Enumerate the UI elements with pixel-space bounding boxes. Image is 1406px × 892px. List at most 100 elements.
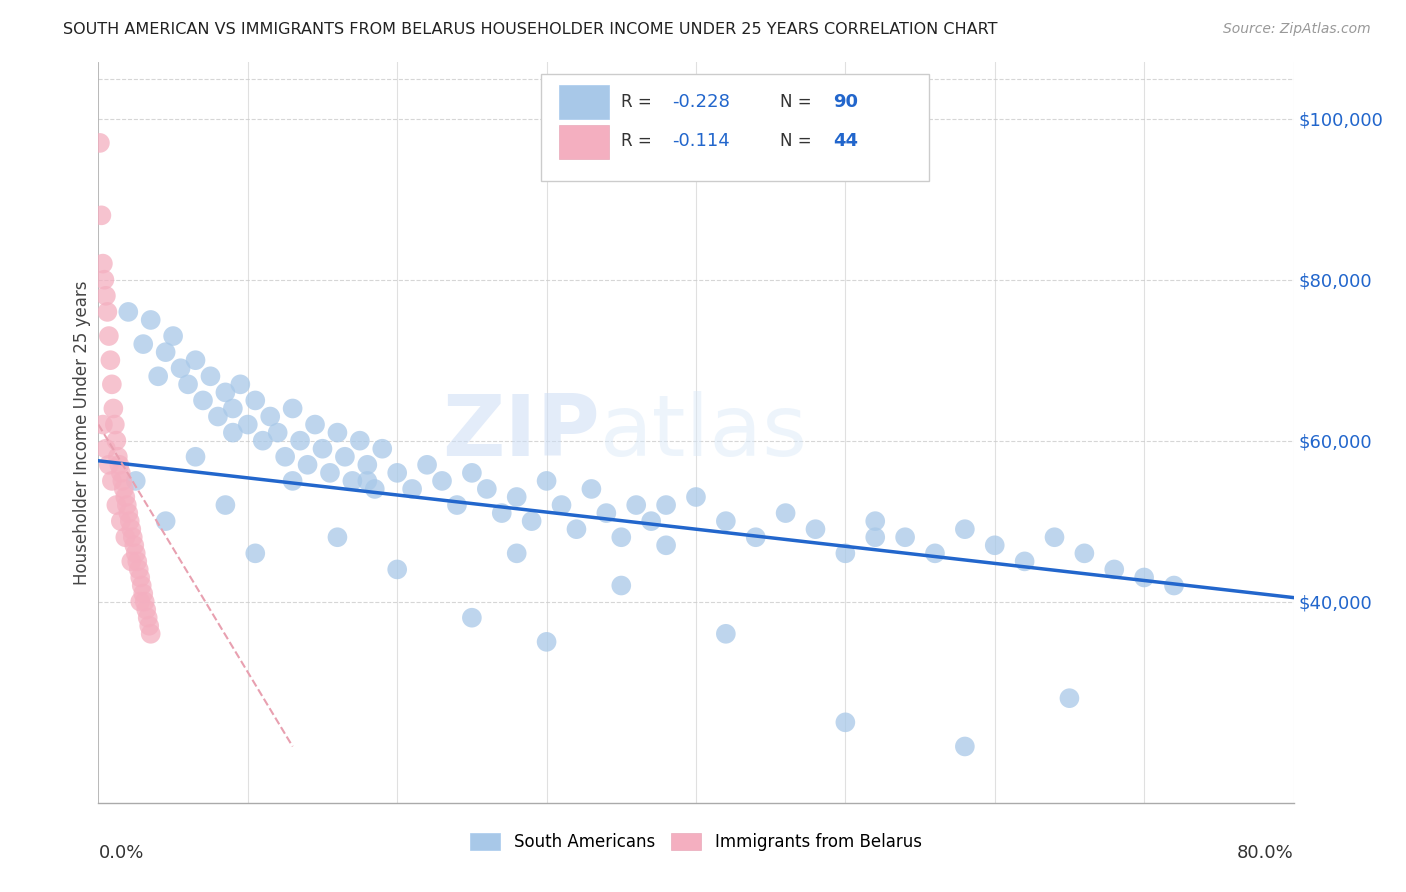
Point xyxy=(155,514,177,528)
Point xyxy=(536,635,558,649)
Point xyxy=(93,273,115,287)
Point xyxy=(111,474,134,488)
Point xyxy=(148,369,170,384)
Point xyxy=(461,610,484,624)
Point xyxy=(155,345,177,359)
Text: R =: R = xyxy=(620,93,651,111)
Point xyxy=(953,739,976,754)
Point xyxy=(222,401,245,416)
Point xyxy=(103,401,125,416)
Text: atlas: atlas xyxy=(600,391,808,475)
FancyBboxPatch shape xyxy=(558,86,609,120)
Point xyxy=(245,393,267,408)
Point xyxy=(184,353,207,368)
Point xyxy=(274,450,297,464)
Point xyxy=(311,442,333,456)
Point xyxy=(342,474,364,488)
Point xyxy=(565,522,588,536)
Point xyxy=(94,442,117,456)
Point xyxy=(1043,530,1066,544)
Point xyxy=(115,498,138,512)
Text: N =: N = xyxy=(780,132,811,150)
Text: 80.0%: 80.0% xyxy=(1237,844,1294,862)
Point xyxy=(1133,570,1156,584)
Point xyxy=(121,530,143,544)
Point xyxy=(520,514,543,528)
Point xyxy=(1073,546,1095,560)
Point xyxy=(118,514,141,528)
Text: ZIP: ZIP xyxy=(443,391,600,475)
Point xyxy=(169,361,191,376)
FancyBboxPatch shape xyxy=(558,125,609,159)
Point xyxy=(114,490,136,504)
Point xyxy=(139,313,162,327)
Point xyxy=(281,401,304,416)
Point xyxy=(714,627,737,641)
Point xyxy=(245,546,267,560)
Point xyxy=(865,530,887,544)
Point xyxy=(101,377,124,392)
Point xyxy=(655,538,678,552)
Point xyxy=(222,425,245,440)
Point xyxy=(129,594,152,608)
Point xyxy=(385,562,409,576)
Point xyxy=(184,450,207,464)
Text: N =: N = xyxy=(780,93,811,111)
Point xyxy=(97,458,120,472)
Point xyxy=(506,546,529,560)
Point xyxy=(124,538,146,552)
Point xyxy=(626,498,648,512)
Point xyxy=(120,522,142,536)
Point xyxy=(110,466,132,480)
Point xyxy=(259,409,281,424)
Point xyxy=(110,514,132,528)
Point xyxy=(236,417,259,432)
Point xyxy=(214,385,236,400)
Point xyxy=(138,619,160,633)
Point xyxy=(506,490,529,504)
Text: -0.114: -0.114 xyxy=(672,132,730,150)
Point xyxy=(139,627,162,641)
Point xyxy=(207,409,229,424)
Text: SOUTH AMERICAN VS IMMIGRANTS FROM BELARUS HOUSEHOLDER INCOME UNDER 25 YEARS CORR: SOUTH AMERICAN VS IMMIGRANTS FROM BELARU… xyxy=(63,22,998,37)
Point xyxy=(104,417,127,432)
Point xyxy=(984,538,1007,552)
Point xyxy=(371,442,394,456)
Point xyxy=(108,458,131,472)
Point xyxy=(745,530,768,544)
Point xyxy=(135,602,157,616)
Point xyxy=(191,393,214,408)
Point xyxy=(430,474,453,488)
Point xyxy=(894,530,917,544)
Point xyxy=(94,289,117,303)
Point xyxy=(640,514,662,528)
Point xyxy=(132,337,155,351)
Point xyxy=(685,490,707,504)
Point xyxy=(304,417,326,432)
Point xyxy=(177,377,200,392)
Point xyxy=(129,570,152,584)
Point xyxy=(112,482,135,496)
Text: Source: ZipAtlas.com: Source: ZipAtlas.com xyxy=(1223,22,1371,37)
Text: 90: 90 xyxy=(834,93,859,111)
Point xyxy=(804,522,827,536)
FancyBboxPatch shape xyxy=(541,73,929,181)
Point xyxy=(865,514,887,528)
Point xyxy=(288,434,311,448)
Point xyxy=(491,506,513,520)
Point xyxy=(114,530,136,544)
Point xyxy=(446,498,468,512)
Point xyxy=(834,546,856,560)
Point xyxy=(105,498,128,512)
Point xyxy=(401,482,423,496)
Point xyxy=(91,417,114,432)
Text: 0.0%: 0.0% xyxy=(98,844,143,862)
Point xyxy=(326,425,349,440)
Point xyxy=(924,546,946,560)
Point xyxy=(385,466,409,480)
Point xyxy=(162,329,184,343)
Point xyxy=(775,506,797,520)
Point xyxy=(550,498,572,512)
Point xyxy=(475,482,498,496)
Point xyxy=(267,425,290,440)
